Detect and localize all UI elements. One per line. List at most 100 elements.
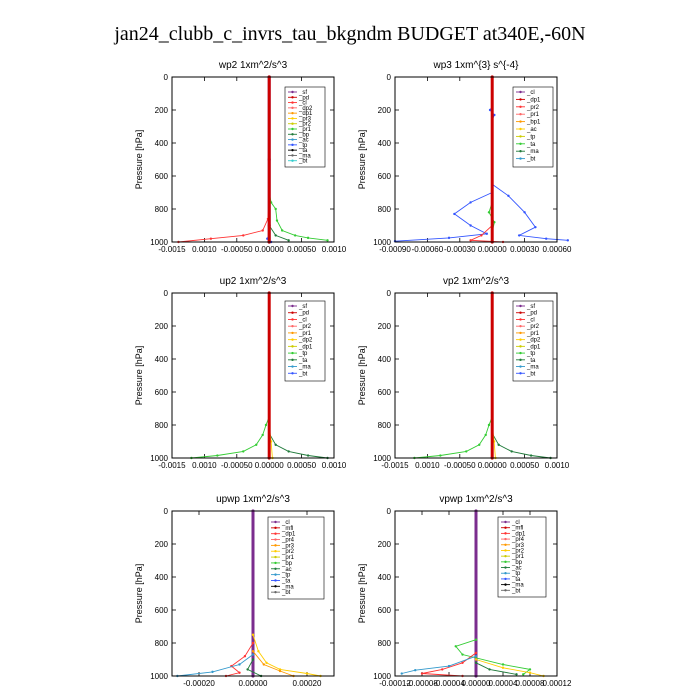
series-line bbox=[491, 433, 551, 459]
data-point bbox=[515, 673, 518, 676]
legend-label: _pr2 bbox=[526, 324, 540, 330]
data-point bbox=[480, 234, 483, 237]
series-line bbox=[178, 199, 270, 243]
y-tick-label: 800 bbox=[155, 421, 169, 430]
x-tick-label: 0.00000 bbox=[462, 679, 491, 688]
legend-label: _bt bbox=[281, 590, 291, 596]
data-point bbox=[469, 239, 472, 242]
panel-4: upwp 1xm^2/s^3 Pressure [hPa] 0 200 400 600 80… bbox=[134, 494, 335, 688]
plot-frame bbox=[394, 292, 558, 459]
figure-title: jan24_clubb_c_invrs_tau_bkgndm BUDGET at… bbox=[113, 23, 585, 45]
data-point bbox=[280, 229, 284, 232]
legend-label: _pd bbox=[298, 95, 309, 101]
legend-label: _ma bbox=[298, 153, 311, 159]
y-tick-label: 0 bbox=[164, 507, 169, 516]
y-tick-label: 200 bbox=[378, 322, 392, 331]
panel-title: wp3 1xm^{3} s^{-4} bbox=[433, 60, 520, 71]
data-point bbox=[265, 661, 268, 664]
x-tick-label: 0.00000 bbox=[255, 245, 284, 254]
data-point bbox=[306, 454, 310, 457]
legend-label: _bp1 bbox=[526, 120, 541, 126]
legend-marker bbox=[291, 138, 294, 141]
legend-label: _dp2 bbox=[298, 106, 313, 112]
data-point bbox=[501, 666, 505, 669]
legend-marker bbox=[274, 585, 277, 588]
legend-marker bbox=[291, 351, 294, 355]
data-point bbox=[278, 668, 282, 671]
panels: wp2 1xm^2/s^3 Pressure [hPa] 0 200 400 600 800… bbox=[134, 60, 572, 688]
legend-marker bbox=[274, 567, 277, 570]
y-tick-label: 1000 bbox=[150, 238, 168, 247]
data-point bbox=[485, 232, 488, 235]
data-point bbox=[566, 239, 569, 242]
legend-marker bbox=[519, 150, 522, 153]
legend-marker bbox=[519, 311, 522, 314]
legend-label: _bt bbox=[511, 588, 521, 594]
legend-marker bbox=[274, 538, 277, 541]
y-tick-label: 1000 bbox=[373, 672, 391, 681]
legend-label: _pr4 bbox=[511, 537, 525, 543]
legend-box bbox=[284, 300, 326, 382]
legend-label: _dp1 bbox=[298, 111, 313, 117]
legend-marker bbox=[291, 143, 294, 147]
panel-title: vpwp 1xm^2/s^3 bbox=[439, 494, 513, 505]
legend-marker bbox=[274, 520, 277, 524]
series-line bbox=[268, 225, 289, 241]
data-point bbox=[528, 671, 532, 674]
series-line bbox=[401, 655, 477, 674]
data-point bbox=[528, 668, 532, 671]
legend-label: _pr2 bbox=[281, 549, 295, 555]
legend-marker bbox=[291, 90, 294, 94]
data-point bbox=[414, 669, 417, 672]
y-tick-label: 800 bbox=[155, 205, 169, 214]
data-point bbox=[465, 450, 468, 453]
x-tick-label: 0.00060 bbox=[543, 245, 572, 254]
data-point bbox=[242, 234, 245, 237]
data-point bbox=[238, 671, 241, 674]
x-tick-label: -0.00008 bbox=[406, 679, 438, 688]
legend-marker bbox=[291, 106, 294, 110]
legend-label: _pr3 bbox=[281, 543, 295, 549]
legend-label: _tp bbox=[526, 134, 536, 140]
legend-marker bbox=[519, 345, 522, 348]
legend-label: _cl bbox=[298, 101, 307, 107]
x-tick-label: 0.0010 bbox=[545, 461, 570, 470]
data-point bbox=[287, 239, 290, 242]
data-point bbox=[287, 450, 290, 453]
y-tick-label: 200 bbox=[378, 540, 392, 549]
legend-marker bbox=[519, 365, 522, 368]
legend-marker bbox=[504, 577, 507, 581]
x-tick-label: -0.00050 bbox=[444, 461, 476, 470]
panel-5: vpwp 1xm^2/s^3 Pressure [hPa] 0 200 400 600 80… bbox=[357, 494, 572, 688]
data-point bbox=[326, 239, 329, 242]
legend-marker bbox=[291, 311, 294, 314]
y-tick-label: 0 bbox=[387, 73, 392, 82]
y-tick-label: 600 bbox=[155, 388, 169, 397]
legend-marker bbox=[291, 338, 294, 341]
legend-label: _bp bbox=[298, 132, 310, 138]
legend-marker bbox=[504, 549, 507, 552]
legend-label: _bt bbox=[526, 157, 536, 163]
series-line bbox=[475, 659, 544, 677]
legend-label: _ma bbox=[526, 149, 539, 155]
legend-marker bbox=[291, 318, 294, 321]
legend-label: _dp1 bbox=[298, 344, 313, 350]
data-point bbox=[439, 454, 442, 457]
plot-frame bbox=[171, 292, 335, 459]
legend-marker bbox=[274, 579, 277, 582]
y-tick-label: 800 bbox=[378, 421, 392, 430]
x-tick-label: 0.00000 bbox=[478, 245, 507, 254]
panel-title: wp2 1xm^2/s^3 bbox=[218, 60, 288, 71]
data-point bbox=[274, 234, 277, 237]
data-point bbox=[264, 423, 268, 427]
legend-label: _ta bbox=[281, 578, 291, 584]
legend-marker bbox=[504, 566, 507, 569]
legend-marker bbox=[291, 372, 294, 375]
data-point bbox=[488, 668, 491, 671]
y-axis-label: Pressure [hPa] bbox=[134, 564, 144, 624]
legend-label: _tp bbox=[298, 143, 308, 149]
legend-label: _ac bbox=[526, 127, 537, 133]
y-tick-label: 200 bbox=[155, 322, 169, 331]
y-axis-label: Pressure [hPa] bbox=[134, 346, 144, 406]
data-point bbox=[293, 234, 297, 237]
